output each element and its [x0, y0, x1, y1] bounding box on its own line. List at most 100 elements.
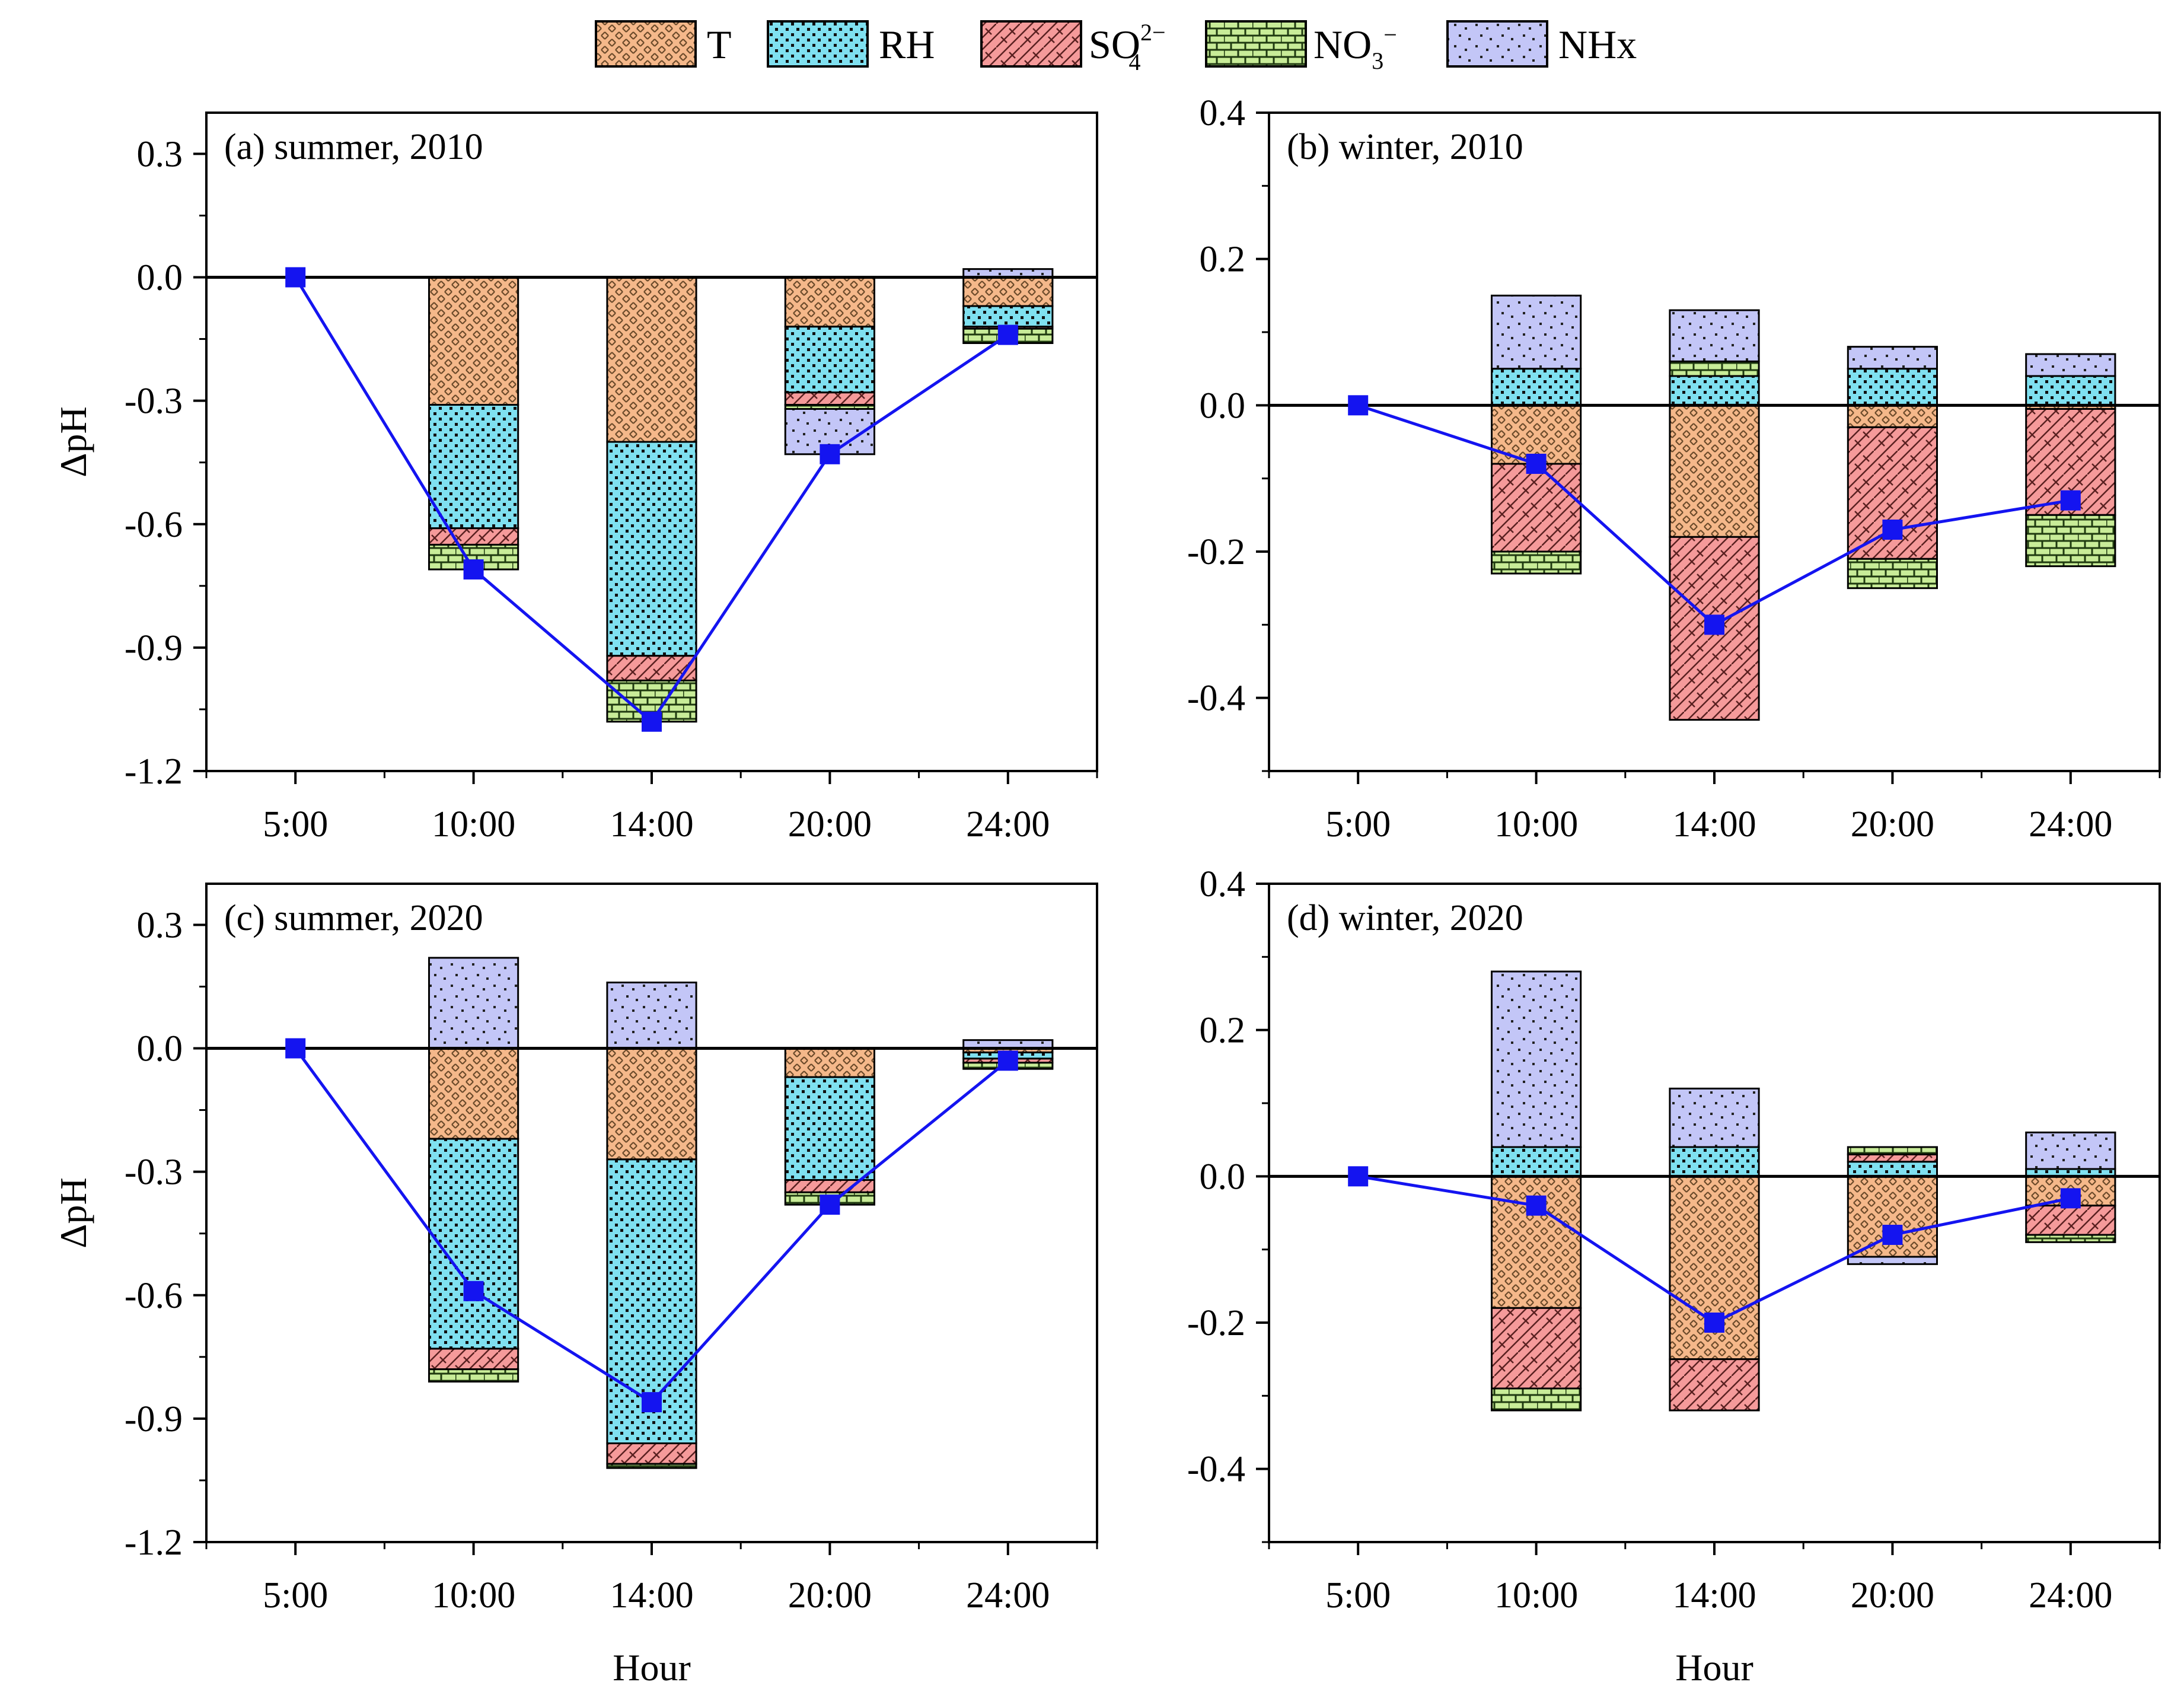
line-marker-d	[1526, 1195, 1547, 1216]
line-marker-c	[285, 1038, 306, 1059]
bar-rh-a	[784, 326, 876, 394]
x-axis-title-d: Hour	[1675, 1646, 1753, 1689]
bar-nhx-b	[1847, 346, 1939, 370]
y-tick-label-b: 0.2	[1200, 240, 1246, 280]
bar-rh-a	[428, 404, 519, 530]
bar-nhx-b	[1669, 309, 1760, 362]
bar-so4-a	[784, 391, 876, 406]
bar-rh-b	[2025, 375, 2116, 406]
bar-rh-d	[1847, 1161, 1939, 1177]
line-marker-a	[642, 711, 662, 732]
legend-label-no3: NO3−	[1313, 21, 1397, 74]
bar-nhx-d	[1669, 1087, 1760, 1148]
panel-a: 0.3 0.0 -0.3 -0.6 -0.9 -1.2 5:00 10:00 14:00 20:0…	[52, 112, 1098, 845]
x-tick-label-c: 14:00	[610, 1575, 693, 1616]
x-tick-label-a: 24:00	[966, 804, 1050, 845]
x-tick-label-a: 5:00	[263, 804, 328, 845]
panel-b: 0.4 0.2 0.0 -0.2 -0.4 5:00 10:00 14:00 20:00 24:0…	[1187, 93, 2161, 845]
bar-t-c	[606, 1047, 697, 1161]
line-marker-c	[997, 1050, 1018, 1071]
bar-nhx-d	[1491, 970, 1582, 1148]
bar-rh-d	[1491, 1146, 1582, 1177]
x-tick-label-b: 24:00	[2029, 804, 2112, 845]
bar-no3-b	[1669, 360, 1760, 377]
legend-item-rh: RH	[767, 20, 935, 68]
line-marker-b	[1348, 395, 1369, 416]
line-marker-d	[1882, 1225, 1903, 1245]
y-tick-label-d: 0.4	[1200, 864, 1246, 904]
panel-title-b: (b) winter, 2010	[1287, 127, 1523, 167]
bar-so4-a	[428, 527, 519, 546]
line-marker-c	[642, 1392, 662, 1413]
bar-no3-b	[1491, 550, 1582, 575]
y-tick-label-b: 0.0	[1200, 386, 1246, 426]
y-tick-label-a: -0.6	[125, 505, 183, 545]
bar-no3-d	[1491, 1387, 1582, 1412]
bar-rh-b	[1847, 368, 1939, 406]
x-tick-label-c: 20:00	[788, 1575, 872, 1616]
y-tick-label-a: -1.2	[125, 751, 183, 792]
bar-t-a	[606, 276, 697, 443]
bar-rh-c	[428, 1138, 519, 1350]
bar-so4-d	[2025, 1205, 2116, 1236]
x-tick-label-b: 5:00	[1325, 804, 1391, 845]
bar-t-c	[428, 1047, 519, 1140]
x-tick-label-a: 20:00	[788, 804, 872, 845]
y-tick-label-b: 0.4	[1200, 93, 1246, 133]
y-tick-label-d: -0.2	[1187, 1303, 1245, 1343]
x-tick-label-d: 20:00	[1851, 1575, 1934, 1616]
legend-swatch-t	[595, 20, 697, 68]
bar-so4-b	[1491, 463, 1582, 553]
y-tick-label-a: 0.0	[137, 258, 183, 298]
bar-nhx-d	[2025, 1131, 2116, 1170]
line-marker-a	[463, 559, 484, 580]
legend-label-nhx: NHx	[1558, 22, 1637, 67]
x-tick-label-b: 10:00	[1494, 804, 1578, 845]
bar-nhx-b	[2025, 353, 2116, 377]
bar-so4-d	[1847, 1153, 1939, 1163]
bar-so4-c	[428, 1348, 519, 1371]
panels: 0.3 0.0 -0.3 -0.6 -0.9 -1.2 5:00 10:00 14:00 20:0…	[52, 93, 2161, 1689]
bar-rh-c	[784, 1076, 876, 1181]
bar-t-a	[428, 276, 519, 406]
x-tick-label-c: 10:00	[432, 1575, 515, 1616]
legend-item-no3: NO3−	[1205, 20, 1397, 74]
line-marker-c	[820, 1195, 840, 1215]
bar-rh-d	[1669, 1146, 1760, 1177]
bar-so4-d	[1669, 1358, 1760, 1412]
legend-label-rh: RH	[879, 22, 935, 67]
x-tick-label-c: 24:00	[966, 1575, 1050, 1616]
legend-label-so4: SO2− 4	[1089, 19, 1166, 75]
x-tick-label-a: 10:00	[432, 804, 515, 845]
legend-swatch-rh	[767, 20, 869, 68]
y-axis-title-a: ΔpH	[52, 406, 94, 477]
y-tick-label-d: -0.4	[1187, 1450, 1245, 1490]
x-tick-label-d: 24:00	[2029, 1575, 2112, 1616]
y-tick-label-b: -0.2	[1187, 532, 1245, 572]
y-tick-label-c: -0.6	[125, 1276, 183, 1316]
line-marker-a	[820, 444, 840, 464]
x-tick-label-d: 14:00	[1672, 1575, 1756, 1616]
legend-item-nhx: NHx	[1446, 20, 1637, 68]
y-tick-label-d: 0.2	[1200, 1011, 1246, 1051]
y-tick-label-c: 0.3	[137, 905, 183, 945]
x-tick-label-b: 20:00	[1851, 804, 1934, 845]
legend: T RH SO2− 4 NO3− NHx	[595, 19, 1637, 75]
y-tick-label-b: -0.4	[1187, 679, 1245, 719]
bar-t-b	[1847, 404, 1939, 428]
bar-nhx-d	[1847, 1256, 1939, 1265]
bar-t-a	[784, 276, 876, 328]
bar-rh-a	[962, 305, 1054, 328]
panel-title-c: (c) summer, 2020	[224, 898, 483, 938]
panel-d: 0.4 0.2 0.0 -0.2 -0.4 5:00 10:00 14:00 20:00 24:0…	[1187, 864, 2161, 1689]
x-tick-label-a: 14:00	[610, 804, 693, 845]
panel-title-d: (d) winter, 2020	[1287, 898, 1523, 938]
x-tick-label-c: 5:00	[263, 1575, 328, 1616]
x-tick-label-d: 5:00	[1325, 1575, 1391, 1616]
bar-so4-d	[1491, 1307, 1582, 1390]
line-marker-b	[1526, 454, 1547, 474]
line-marker-a	[997, 324, 1018, 345]
y-tick-label-a: -0.9	[125, 628, 183, 668]
bar-t-a	[962, 276, 1054, 307]
bar-no3-c	[428, 1368, 519, 1383]
